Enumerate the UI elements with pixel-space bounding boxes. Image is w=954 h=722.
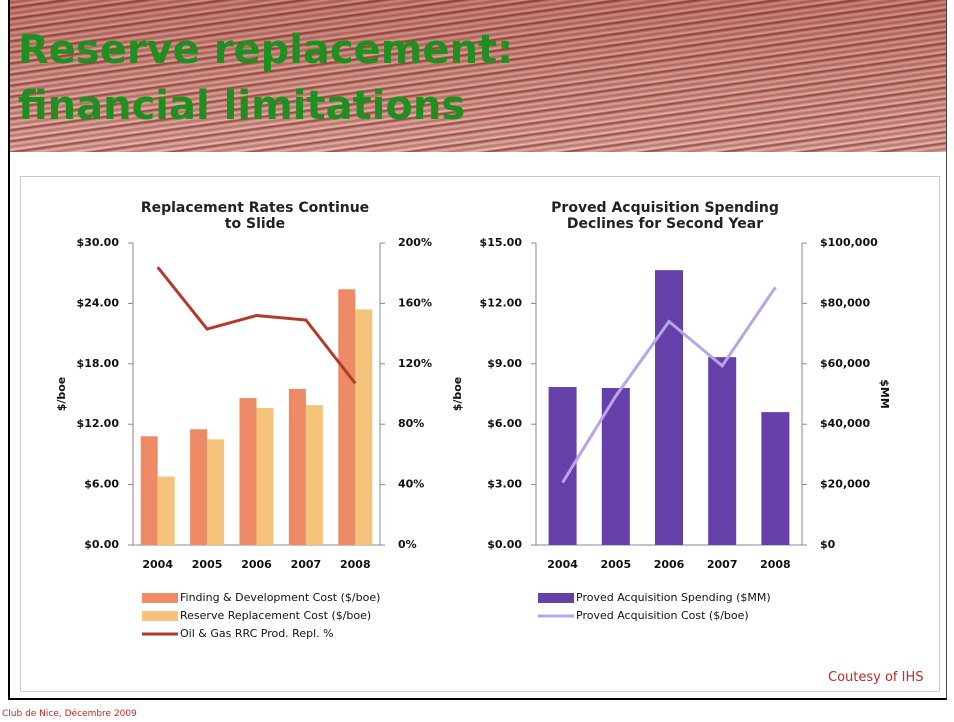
bar: [761, 412, 790, 545]
y-tick-label: $3.00: [487, 478, 522, 491]
y-tick-label: $15.00: [480, 236, 523, 249]
legend-label: Reserve Replacement Cost ($/boe): [180, 609, 371, 622]
bar: [190, 429, 208, 545]
legend-swatch: [538, 593, 574, 603]
y-tick-label: $24.00: [77, 296, 120, 309]
bar: [655, 270, 683, 545]
frame: [8, 0, 947, 700]
x-tick-label: 2007: [707, 558, 738, 571]
y-tick-label: $9.00: [487, 357, 522, 370]
x-tick-label: 2004: [547, 558, 578, 571]
y-tick-label: $30.00: [77, 236, 120, 249]
slide-title: Reserve replacement: financial limitatio…: [18, 27, 514, 129]
y-tick-label: $0.00: [84, 538, 119, 551]
y2-tick-label: $20,000: [820, 478, 870, 491]
legend-label: Finding & Development Cost ($/boe): [180, 591, 380, 604]
x-tick-label: 2005: [192, 558, 223, 571]
y2-tick-label: 40%: [398, 478, 424, 491]
y-tick-label: $12.00: [480, 296, 523, 309]
y2-tick-label: 120%: [398, 357, 432, 370]
legend-swatch: [142, 593, 178, 603]
y-tick-label: $18.00: [77, 357, 120, 370]
y2-tick-label: 200%: [398, 236, 432, 249]
y2-tick-label: $60,000: [820, 357, 870, 370]
x-tick-label: 2008: [760, 558, 791, 571]
y2-tick-label: $80,000: [820, 296, 870, 309]
y2-tick-label: $40,000: [820, 417, 870, 430]
bar: [239, 398, 257, 545]
bar: [288, 388, 306, 545]
bar: [338, 289, 356, 545]
bar: [256, 408, 274, 545]
bar: [305, 405, 323, 545]
y-tick-label: $6.00: [84, 478, 119, 491]
line: [156, 266, 357, 385]
header-banner: [8, 0, 946, 152]
y2-tick-label: 80%: [398, 417, 424, 430]
x-tick-label: 2004: [142, 558, 173, 571]
chart-title: Proved Acquisition Spending Declines for…: [551, 200, 779, 232]
bar: [708, 357, 737, 545]
y-tick-label: $6.00: [487, 417, 522, 430]
bar: [207, 439, 225, 545]
legend-label: Proved Acquisition Cost ($/boe): [576, 609, 749, 622]
x-tick-label: 2006: [241, 558, 272, 571]
y-axis-title: $/boe: [451, 377, 464, 412]
bar: [601, 387, 630, 545]
legend-label: Proved Acquisition Spending ($MM): [576, 591, 771, 604]
bar: [140, 436, 158, 545]
y-tick-label: $0.00: [487, 538, 522, 551]
y2-axis-title: $MM: [878, 379, 891, 409]
y-tick-label: $12.00: [77, 417, 120, 430]
x-tick-label: 2007: [291, 558, 322, 571]
y2-tick-label: 160%: [398, 296, 432, 309]
line: [561, 286, 777, 484]
chart-title: Replacement Rates Continue to Slide: [140, 200, 370, 232]
y2-tick-label: $100,000: [820, 236, 878, 249]
legend-swatch: [142, 611, 178, 621]
x-tick-label: 2005: [600, 558, 631, 571]
legend-label: Oil & Gas RRC Prod. Repl. %: [180, 627, 334, 640]
bar: [157, 476, 175, 545]
x-tick-label: 2006: [654, 558, 685, 571]
bar: [355, 309, 373, 545]
x-tick-label: 2008: [340, 558, 371, 571]
y2-tick-label: $0: [820, 538, 836, 551]
footer: Club de Nice, Décembre 2009: [2, 709, 137, 719]
credit: Coutesy of IHS: [828, 670, 924, 685]
y-axis-title: $/boe: [55, 377, 68, 412]
y2-tick-label: 0%: [398, 538, 417, 551]
